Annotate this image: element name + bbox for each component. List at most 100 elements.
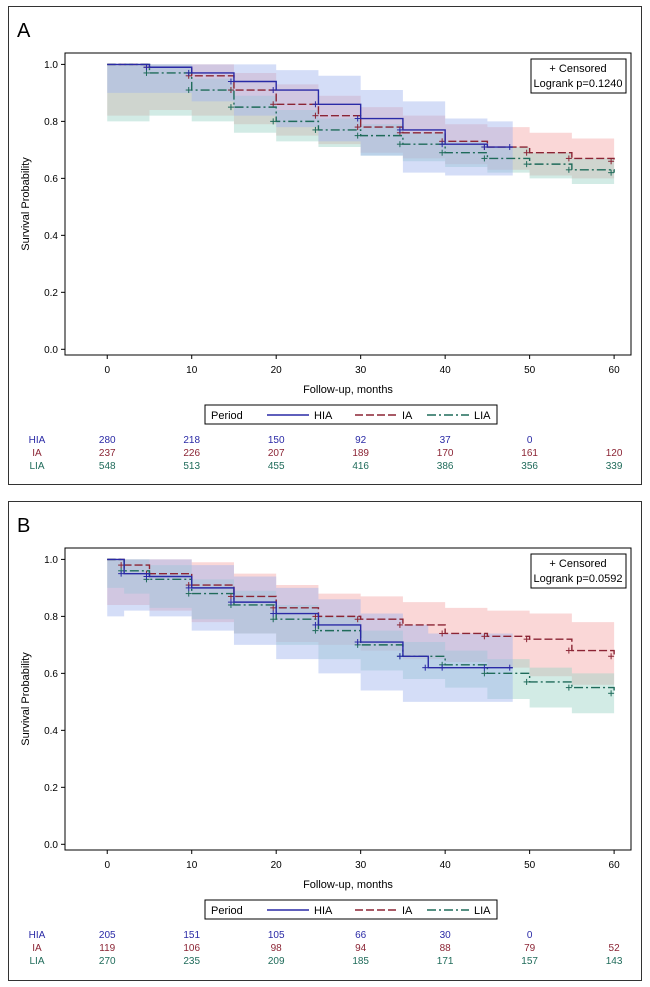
risk-cell: 0 <box>527 435 533 446</box>
series-legend-box <box>204 404 498 425</box>
risk-cell: 416 <box>352 461 369 472</box>
risk-cell: 105 <box>268 930 285 941</box>
risk-cell: 79 <box>524 943 536 954</box>
risk-row-label: LIA <box>29 461 44 472</box>
risk-cell: 143 <box>606 956 623 967</box>
risk-cell: 92 <box>355 435 367 446</box>
y-tick-label: 1.0 <box>44 60 58 71</box>
risk-cell: 30 <box>440 930 452 941</box>
risk-cell: 356 <box>521 461 538 472</box>
x-axis-label: Follow-up, months <box>303 384 393 396</box>
x-tick-label: 10 <box>186 365 198 376</box>
risk-cell: 455 <box>268 461 285 472</box>
risk-cell: 548 <box>99 461 116 472</box>
y-tick-label: 1.0 <box>44 555 58 566</box>
risk-cell: 98 <box>271 943 283 954</box>
band-hia <box>107 64 513 176</box>
x-tick-label: 20 <box>271 365 283 376</box>
risk-cell: 339 <box>606 461 623 472</box>
y-tick-label: 0.6 <box>44 174 58 185</box>
risk-cell: 226 <box>183 448 200 459</box>
y-tick-label: 0.0 <box>44 345 58 356</box>
series-line-hia <box>107 63 513 148</box>
risk-row-label: IA <box>32 943 42 954</box>
series-line-hia <box>107 558 513 669</box>
risk-cell: 94 <box>355 943 367 954</box>
y-tick-label: 0.4 <box>44 231 58 242</box>
logrank-text: Logrank p=0.1240 <box>534 78 623 90</box>
x-tick-label: 40 <box>440 860 452 871</box>
legend-title: Period <box>211 410 243 422</box>
x-tick-label: 60 <box>609 860 621 871</box>
x-tick-label: 40 <box>440 365 452 376</box>
y-tick-label: 0.4 <box>44 726 58 737</box>
x-tick-label: 60 <box>609 365 621 376</box>
panel-label: A <box>17 20 31 42</box>
risk-cell: 185 <box>352 956 369 967</box>
y-axis-label: Survival Probability <box>20 157 32 251</box>
x-tick-label: 30 <box>355 860 367 871</box>
panel-b: B 0.0 0.2 0.4 0.6 0.8 1.0 0 10 20 30 40 50 60 Follow-u… <box>8 501 642 981</box>
plot-frame <box>64 52 632 356</box>
risk-cell: 157 <box>521 956 538 967</box>
risk-cell: 106 <box>183 943 200 954</box>
x-tick-label: 20 <box>271 860 283 871</box>
y-tick-label: 0.2 <box>44 783 58 794</box>
legend-entry-lia: LIA <box>474 410 491 422</box>
censored-legend-text: + Censored <box>549 63 606 75</box>
risk-cell: 205 <box>99 930 116 941</box>
risk-cell: 151 <box>183 930 200 941</box>
plot-frame <box>64 547 632 851</box>
legend-entry-lia: LIA <box>474 905 491 917</box>
risk-cell: 170 <box>437 448 454 459</box>
risk-row-label: LIA <box>29 956 44 967</box>
censored-legend-text: + Censored <box>549 558 606 570</box>
x-tick-label: 0 <box>104 860 110 871</box>
x-tick-label: 50 <box>524 365 536 376</box>
series-line-ia <box>107 558 615 657</box>
x-tick-label: 50 <box>524 860 536 871</box>
risk-cell: 66 <box>355 930 367 941</box>
risk-cell: 171 <box>437 956 454 967</box>
risk-cell: 0 <box>527 930 533 941</box>
y-tick-label: 0.2 <box>44 288 58 299</box>
y-tick-label: 0.8 <box>44 612 58 623</box>
risk-cell: 270 <box>99 956 116 967</box>
x-tick-label: 0 <box>104 365 110 376</box>
risk-row-label: IA <box>32 448 42 459</box>
chart-b: B 0.0 0.2 0.4 0.6 0.8 1.0 0 10 20 30 40 50 60 Follow-u… <box>17 515 632 967</box>
x-tick-label: 30 <box>355 365 367 376</box>
inset-legend-box <box>530 553 627 589</box>
risk-cell: 37 <box>440 435 452 446</box>
risk-cell: 237 <box>99 448 116 459</box>
legend-entry-ia: IA <box>402 410 413 422</box>
panel-label: B <box>17 515 30 537</box>
logrank-text: Logrank p=0.0592 <box>534 573 623 585</box>
risk-cell: 386 <box>437 461 454 472</box>
legend-title: Period <box>211 905 243 917</box>
risk-cell: 52 <box>609 943 621 954</box>
y-tick-label: 0.0 <box>44 840 58 851</box>
x-axis-label: Follow-up, months <box>303 879 393 891</box>
risk-cell: 280 <box>99 435 116 446</box>
risk-cell: 189 <box>352 448 369 459</box>
chart-a: A 0.0 0.2 0.4 0.6 0.8 1.0 0 10 20 30 40 50 60 Follow-u… <box>17 20 632 472</box>
risk-cell: 209 <box>268 956 285 967</box>
risk-cell: 513 <box>183 461 200 472</box>
risk-row-label: HIA <box>29 930 46 941</box>
risk-cell: 218 <box>183 435 200 446</box>
risk-cell: 120 <box>606 448 623 459</box>
series-legend-box <box>204 899 498 920</box>
risk-cell: 161 <box>521 448 538 459</box>
risk-cell: 207 <box>268 448 285 459</box>
x-tick-label: 10 <box>186 860 198 871</box>
risk-row-label: HIA <box>29 435 46 446</box>
y-axis-label: Survival Probability <box>20 652 32 746</box>
panel-a: A 0.0 0.2 0.4 0.6 0.8 1.0 0 10 20 30 40 50 60 Follow-u… <box>8 6 642 485</box>
legend-entry-hia: HIA <box>314 905 333 917</box>
y-tick-label: 0.8 <box>44 117 58 128</box>
legend-entry-hia: HIA <box>314 410 333 422</box>
risk-cell: 150 <box>268 435 285 446</box>
legend-entry-ia: IA <box>402 905 413 917</box>
y-tick-label: 0.6 <box>44 669 58 680</box>
